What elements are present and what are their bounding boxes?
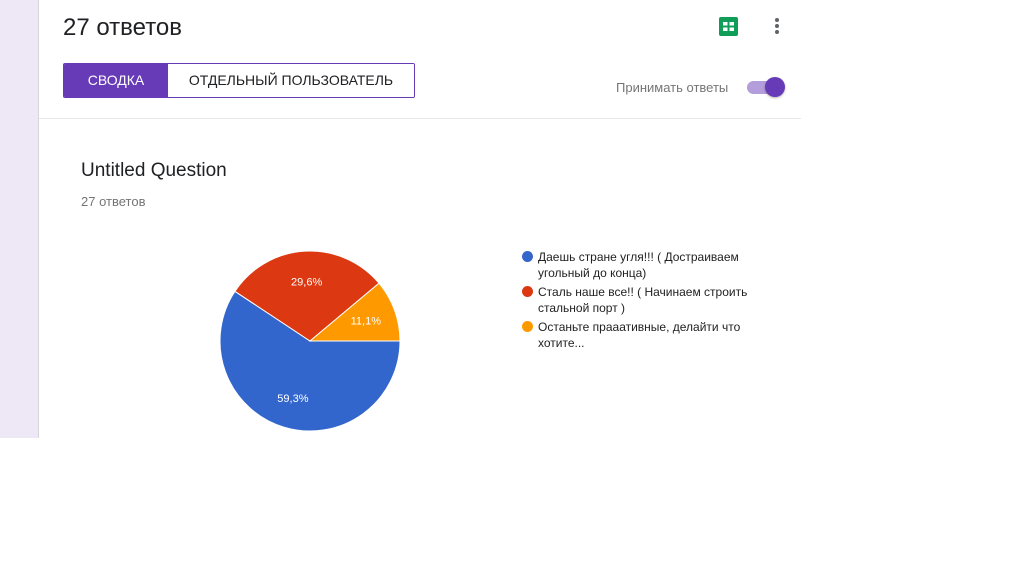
accept-responses-toggle[interactable] bbox=[747, 76, 787, 98]
legend-label: Даешь стране угля!!! ( Достраиваем уголь… bbox=[538, 250, 739, 280]
google-sheets-icon[interactable] bbox=[719, 17, 738, 36]
pie-chart: 59,3% 29,6% 11,1% bbox=[219, 250, 401, 432]
legend-item: Останьте прааативные, делайти что хотите… bbox=[520, 319, 760, 351]
responses-count-title: 27 ответов bbox=[63, 14, 183, 41]
header-divider bbox=[39, 118, 801, 119]
toggle-thumb bbox=[765, 77, 785, 97]
question-response-count: 27 ответов bbox=[81, 194, 146, 209]
question-title: Untitled Question bbox=[81, 160, 227, 181]
legend-label: Останьте прааативные, делайти что хотите… bbox=[538, 320, 741, 350]
legend-item: Даешь стране угля!!! ( Достраиваем уголь… bbox=[520, 249, 760, 281]
pie-slice-1 bbox=[234, 250, 380, 342]
pie-slice-label-0: 59,3% bbox=[277, 393, 308, 405]
pie-slice-label-2: 11,1% bbox=[351, 316, 382, 328]
more-options-icon[interactable] bbox=[768, 16, 786, 38]
pie-slice-2 bbox=[308, 282, 401, 342]
legend-item: Сталь наше все!! ( Начинаем строить стал… bbox=[520, 284, 760, 316]
left-side-strip bbox=[0, 0, 39, 438]
chart-legend: Даешь стране угля!!! ( Достраиваем уголь… bbox=[520, 249, 760, 354]
legend-color-dot bbox=[522, 286, 533, 297]
tab-individual[interactable]: ОТДЕЛЬНЫЙ ПОЛЬЗОВАТЕЛЬ bbox=[168, 64, 414, 97]
legend-label: Сталь наше все!! ( Начинаем строить стал… bbox=[538, 285, 748, 315]
tab-summary[interactable]: СВОДКА bbox=[64, 64, 168, 97]
accept-responses-label: Принимать ответы bbox=[616, 80, 729, 95]
legend-color-dot bbox=[522, 321, 533, 332]
pie-slice-label-1: 29,6% bbox=[291, 277, 322, 289]
legend-color-dot bbox=[522, 251, 533, 262]
view-tabs: СВОДКА ОТДЕЛЬНЫЙ ПОЛЬЗОВАТЕЛЬ bbox=[63, 63, 415, 98]
pie-slice-0 bbox=[219, 290, 401, 432]
